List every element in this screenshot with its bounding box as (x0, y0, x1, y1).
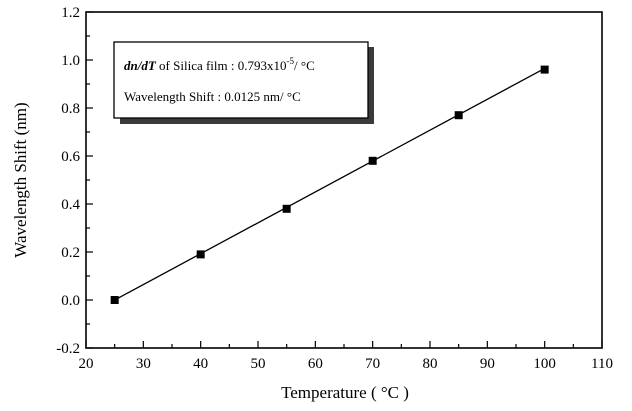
x-tick-label: 50 (251, 356, 266, 372)
legend-line-1-unit: / °C (294, 58, 315, 73)
x-tick-label: 70 (365, 356, 380, 372)
data-point (196, 250, 205, 259)
legend-box: dn/dT of Silica film : 0.793x10-5/ °C Wa… (113, 41, 374, 124)
x-tick-label: 100 (533, 356, 556, 372)
y-tick-label: 0.8 (61, 101, 80, 117)
data-point (368, 156, 377, 165)
legend-line-2: Wavelength Shift : 0.0125 nm/ °C (124, 89, 301, 104)
y-tick-label: 0.4 (61, 197, 80, 213)
legend-line-1: dn/dT of Silica film : 0.793x10-5/ °C (124, 56, 315, 73)
fit-line (114, 67, 545, 301)
data-point (454, 111, 463, 120)
legend-dndt: dn/dT (124, 58, 157, 73)
y-tick-label: 1.2 (61, 5, 80, 21)
data-point (110, 296, 119, 304)
data-point (282, 204, 291, 213)
y-tick-label: 0.6 (61, 149, 80, 165)
legend-line-1-text: of Silica film : 0.793x10 (156, 58, 287, 73)
x-tick-label: 40 (193, 356, 208, 372)
y-tick-label: -0.2 (56, 341, 80, 357)
data-points (110, 65, 549, 304)
x-tick-labels: 20 30 40 50 60 70 80 90 100 110 (79, 356, 613, 372)
x-tick-label: 110 (591, 356, 613, 372)
y-tick-label: 1.0 (61, 53, 80, 69)
ticks (85, 11, 603, 349)
x-tick-label: 20 (79, 356, 94, 372)
x-tick-label: 80 (423, 356, 438, 372)
y-tick-label: 0.2 (61, 245, 80, 261)
y-tick-labels: -0.2 0.0 0.2 0.4 0.6 0.8 1.0 1.2 (56, 5, 80, 357)
legend-superscript: -5 (287, 56, 295, 66)
x-tick-label: 90 (480, 356, 495, 372)
x-axis-title: Temperature ( °C ) (281, 383, 409, 402)
data-point (540, 65, 549, 74)
x-tick-label: 30 (136, 356, 151, 372)
x-tick-label: 60 (308, 356, 323, 372)
y-tick-label: 0.0 (61, 293, 80, 309)
y-axis-title: Wavelength Shift (nm) (11, 102, 30, 257)
